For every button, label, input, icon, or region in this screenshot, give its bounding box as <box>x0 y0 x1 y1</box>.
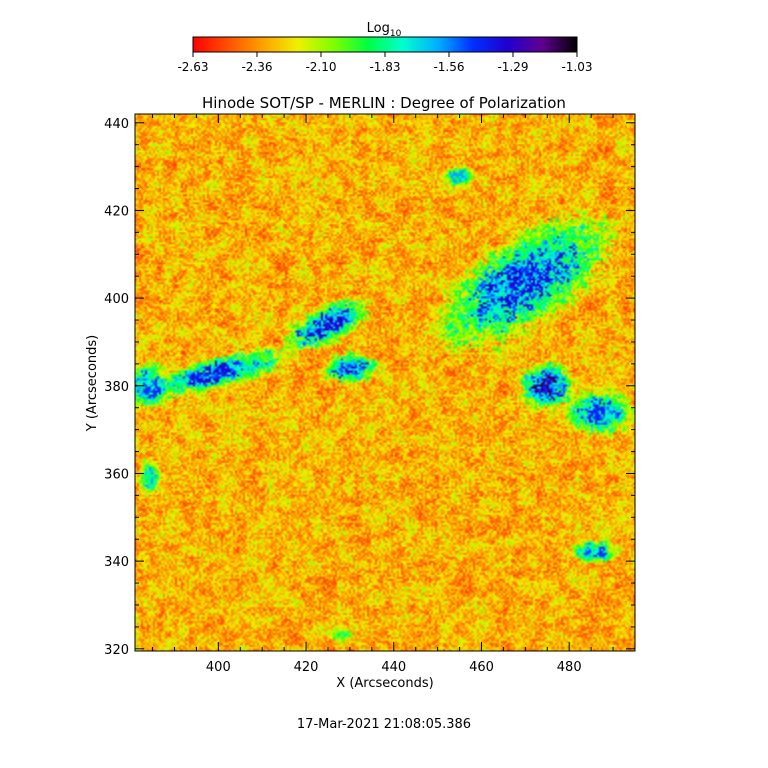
x-tick-label: 480 <box>557 660 582 675</box>
y-tick-label: 340 <box>104 555 129 570</box>
colorbar-tick-label: -2.63 <box>177 60 208 74</box>
axes: 400 420 440 460 480 320 340 360 380 400 420 440 <box>104 114 636 675</box>
heatmap-image <box>135 114 635 651</box>
heatmap-raster <box>135 114 635 651</box>
x-tick-label: 400 <box>206 660 231 675</box>
y-tick-label: 320 <box>104 643 129 658</box>
colorbar-label: Log10 <box>367 21 402 39</box>
y-tick-label: 400 <box>104 292 129 307</box>
y-axis-label: Y (Arcseconds) <box>85 335 100 432</box>
colorbar-gradient <box>192 36 578 53</box>
x-tick-label: 420 <box>294 660 319 675</box>
colorbar-tick-label: -2.36 <box>241 60 272 74</box>
y-tick-label: 360 <box>104 467 129 482</box>
colorbar-tick-label: -1.29 <box>497 60 528 74</box>
plot-frame <box>134 113 636 652</box>
y-tick-label: 380 <box>104 380 129 395</box>
timestamp: 17-Mar-2021 21:08:05.386 <box>297 717 471 732</box>
colorbar-tick-label: -2.10 <box>305 60 336 74</box>
x-axis-label: X (Arcseconds) <box>336 676 433 691</box>
chart-title: Hinode SOT/SP - MERLIN : Degree of Polar… <box>202 94 566 112</box>
colorbar-tick-label: -1.83 <box>369 60 400 74</box>
colorbar-tick-label: -1.56 <box>433 60 464 74</box>
colorbar-tick-label: -1.03 <box>561 60 592 74</box>
colorbar-ticks: -2.63 -2.36 -2.10 -1.83 -1.56 -1.29 -1.03 <box>177 52 593 74</box>
x-tick-label: 440 <box>381 660 406 675</box>
y-tick-label: 440 <box>104 117 129 132</box>
colorbar: Log10 -2.63 -2.36 -2.10 -1.83 -1.56 -1.29 -1.0… <box>177 21 592 74</box>
y-tick-label: 420 <box>104 204 129 219</box>
x-tick-label: 460 <box>469 660 494 675</box>
